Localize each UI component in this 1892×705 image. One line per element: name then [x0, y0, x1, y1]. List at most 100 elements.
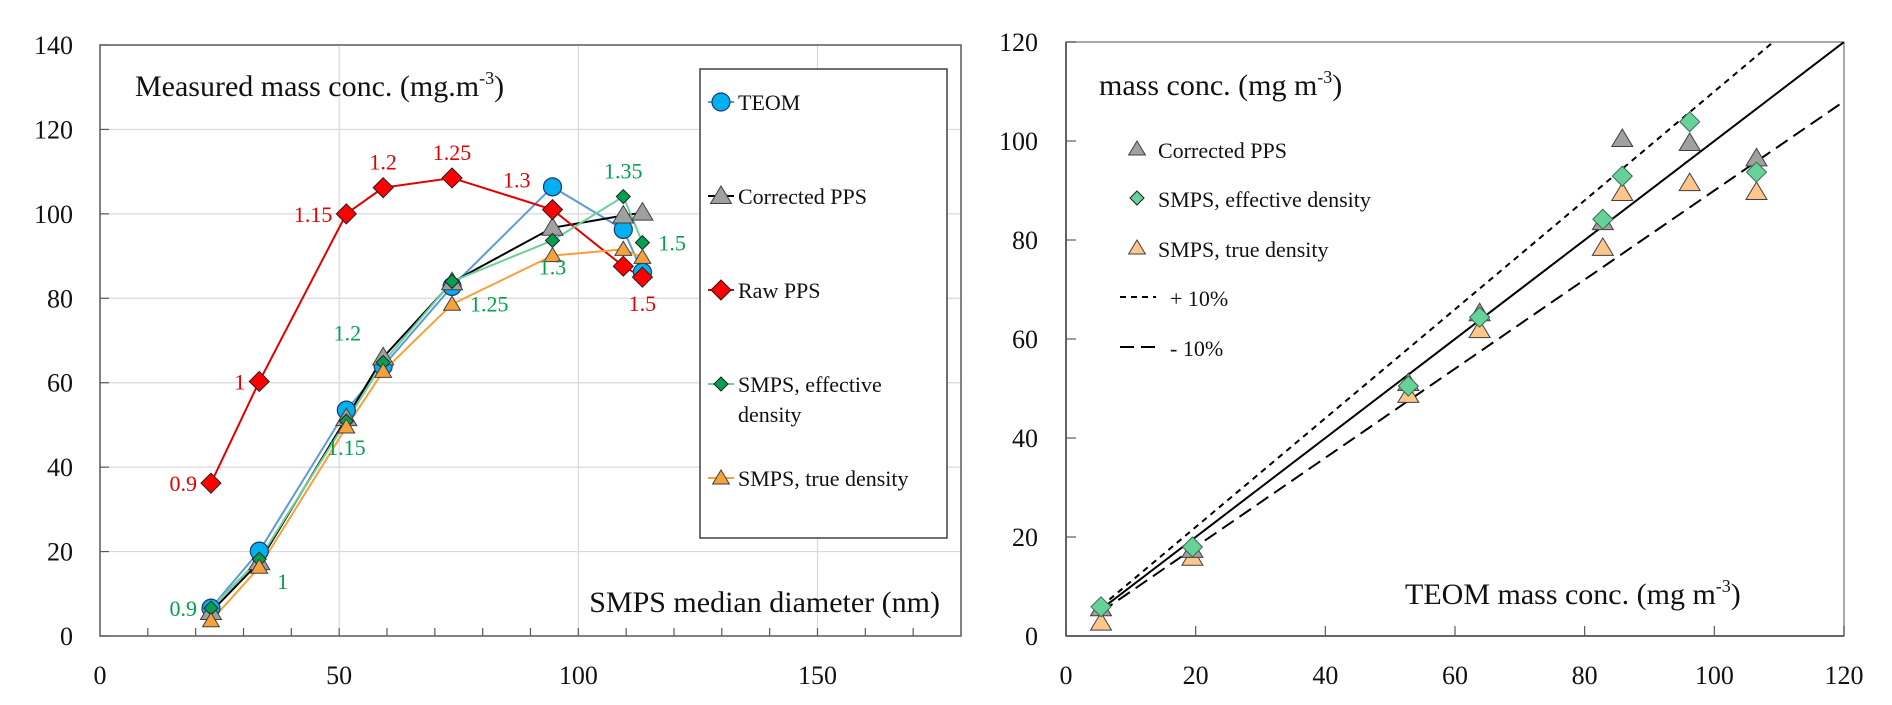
left-point-raw-pps — [200, 472, 222, 494]
left-point-smps-true-density — [201, 611, 221, 628]
right-point-smps-true-density — [1678, 172, 1702, 192]
left-density-annotation: 1.35 — [604, 159, 643, 184]
left-legend-box — [699, 68, 948, 539]
right-point-smps-true-density — [1610, 182, 1634, 201]
right-point-smps-effective-density — [1745, 161, 1768, 183]
left-chart-title: Measured mass conc. (mg.m-3) — [135, 68, 504, 103]
left-density-annotation: 1.2 — [334, 320, 362, 345]
left-legend-marker-raw-pps — [710, 279, 732, 301]
left-legend-marker-smps-effective-density — [713, 376, 729, 392]
left-point-raw-pps — [541, 198, 564, 221]
left-point-smps-true-density — [250, 558, 269, 574]
right-chart-title-main: mass conc. (mg m — [1099, 69, 1317, 102]
left-point-corrected-pps — [611, 204, 635, 224]
right-y-tick-label: 120 — [999, 28, 1038, 57]
left-point-raw-pps — [372, 176, 394, 199]
left-density-annotation: 1.5 — [658, 231, 686, 256]
left-point-smps-true-density — [442, 295, 462, 311]
left-point-raw-pps — [631, 266, 654, 288]
right-point-corrected-pps — [1610, 128, 1634, 148]
left-point-corrected-pps — [631, 201, 654, 221]
right-reference-line-dashed — [1100, 100, 1844, 613]
right-reference-line-dotted — [1100, 42, 1775, 608]
right-legend: Corrected PPS SMPS, effective density SMPS… — [1120, 138, 1371, 361]
right-chart-mass-vs-teom: 0 20 40 60 80 100 120 0 20 40 60 80 100 120 mass conc.… — [999, 28, 1864, 690]
left-density-annotation: 1.25 — [433, 140, 472, 165]
right-legend-marker-smps-true-density — [1127, 239, 1147, 255]
left-chart-title-end: ) — [494, 70, 504, 103]
right-y-tick-label: 20 — [1012, 523, 1038, 552]
left-point-smps-true-density — [337, 418, 356, 434]
left-series-line-teom — [210, 185, 644, 609]
left-y-tick-label: 120 — [34, 115, 73, 144]
right-point-smps-effective-density — [1592, 208, 1614, 230]
left-legend-label: density — [738, 402, 802, 427]
right-legend-marker-corrected-pps — [1127, 140, 1147, 156]
left-series-line-corrected-pps — [210, 211, 643, 613]
left-density-annotation: 0.9 — [169, 471, 197, 496]
left-x-tick-label: 150 — [798, 661, 837, 690]
left-density-annotation: 1 — [234, 369, 245, 394]
left-series-line-raw-pps — [210, 176, 643, 484]
right-y-tick-label: 100 — [999, 127, 1038, 156]
left-legend-marker-corrected-pps — [709, 185, 733, 204]
right-point-smps-effective-density — [1090, 596, 1112, 618]
right-point-smps-effective-density — [1678, 110, 1701, 133]
left-legend-label: Corrected PPS — [738, 184, 867, 209]
right-chart-title: mass conc. (mg m-3) — [1099, 67, 1342, 102]
left-point-smps-true-density — [633, 248, 652, 264]
right-x-tick-label: 80 — [1572, 661, 1598, 690]
left-y-tick-label: 60 — [47, 369, 73, 398]
right-y-tick-label: 0 — [1025, 622, 1038, 651]
right-legend-label: + 10% — [1170, 286, 1228, 311]
left-chart-title-main: Measured mass conc. (mg.m — [135, 70, 479, 103]
right-legend-label: Corrected PPS — [1158, 138, 1287, 163]
left-legend: TEOM Corrected PPS Raw PPS SMPS, effective d… — [699, 68, 948, 539]
left-point-smps-effective-density — [615, 188, 632, 205]
left-y-tick-label: 80 — [47, 284, 73, 313]
left-chart-title-superscript: -3 — [479, 68, 494, 88]
left-x-tick-label: 50 — [326, 661, 352, 690]
left-y-tick-label: 20 — [47, 538, 73, 567]
right-x-tick-label: 20 — [1183, 661, 1209, 690]
right-point-smps-effective-density — [1468, 306, 1491, 328]
left-density-annotation: 1.15 — [327, 435, 366, 460]
right-legend-label: SMPS, true density — [1158, 237, 1329, 262]
left-point-raw-pps — [248, 370, 270, 393]
left-series-line-smps-true-density — [210, 248, 643, 622]
left-y-tick-label: 100 — [34, 200, 73, 229]
right-x-axis-label-superscript: -3 — [1716, 576, 1731, 596]
right-x-tick-label: 100 — [1695, 661, 1734, 690]
left-x-tick-label: 0 — [94, 661, 107, 690]
left-density-annotation: 0.9 — [169, 596, 197, 621]
right-x-tick-label: 120 — [1825, 661, 1864, 690]
right-point-smps-effective-density — [1611, 165, 1633, 187]
left-legend-label: SMPS, true density — [738, 466, 909, 491]
right-reference-line-solid — [1100, 42, 1844, 611]
left-point-smps-true-density — [614, 240, 633, 256]
left-point-raw-pps — [612, 255, 635, 277]
left-x-axis-label: SMPS median diameter (nm) — [589, 586, 940, 619]
right-point-smps-effective-density — [1181, 536, 1204, 558]
right-x-tick-label: 0 — [1060, 661, 1073, 690]
left-point-smps-true-density — [373, 362, 393, 378]
left-density-annotation: 1.2 — [369, 150, 397, 175]
left-y-tick-label: 0 — [60, 622, 73, 651]
right-point-corrected-pps — [1678, 132, 1702, 151]
left-chart-mass-vs-diameter: 0 20 40 60 80 100 120 140 0 50 100 150 Measured mass… — [34, 31, 962, 690]
left-point-raw-pps — [335, 203, 358, 225]
left-density-annotation: 1.25 — [470, 291, 509, 316]
left-series-line-smps-effective-density — [210, 195, 644, 609]
left-point-raw-pps — [441, 167, 463, 189]
left-legend-label: TEOM — [738, 90, 800, 115]
right-x-axis-label-main: TEOM mass conc. (mg m — [1405, 578, 1716, 611]
right-x-axis-label: TEOM mass conc. (mg m-3) — [1405, 576, 1741, 611]
left-point-smps-effective-density — [444, 273, 460, 290]
right-legend-label: - 10% — [1170, 336, 1223, 361]
right-point-smps-true-density — [1591, 236, 1615, 256]
left-density-annotation: 1.3 — [503, 168, 531, 193]
left-density-annotation: 1.15 — [294, 202, 333, 227]
left-point-smps-true-density — [543, 246, 562, 263]
right-legend-label: SMPS, effective density — [1158, 187, 1371, 212]
